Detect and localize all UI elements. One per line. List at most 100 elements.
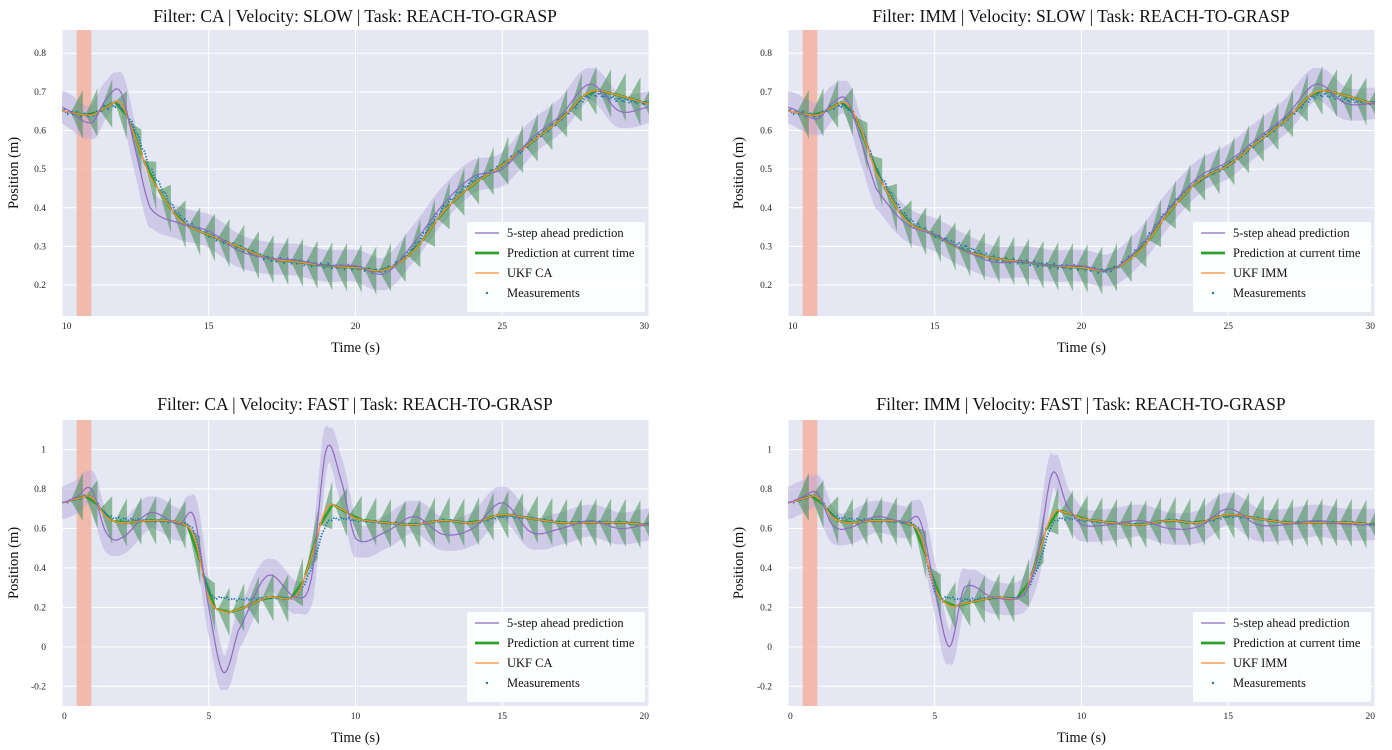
plot-content bbox=[62, 420, 649, 706]
chart-title: Filter: IMM | Velocity: FAST | Task: REA… bbox=[876, 394, 1285, 414]
legend-label: Measurements bbox=[1233, 286, 1306, 300]
current-prediction-cone bbox=[481, 146, 494, 196]
current-prediction-cone bbox=[232, 583, 245, 632]
y-tick-label: 0.3 bbox=[760, 242, 772, 252]
x-tick-label: 20 bbox=[351, 322, 361, 332]
highlight-region bbox=[76, 420, 92, 706]
legend-label: 5-step ahead prediction bbox=[507, 226, 624, 240]
legend-label: 5-step ahead prediction bbox=[1233, 226, 1350, 240]
legend-label: UKF CA bbox=[507, 656, 553, 670]
current-prediction-segment bbox=[186, 525, 202, 563]
current-prediction-cone bbox=[943, 222, 956, 271]
current-prediction-cone bbox=[928, 213, 941, 263]
measurements-series bbox=[62, 91, 649, 275]
x-tick-label: 20 bbox=[640, 712, 650, 722]
current-prediction-cone bbox=[1119, 233, 1132, 283]
x-tick-label: 10 bbox=[62, 322, 72, 332]
y-tick-label: 0.4 bbox=[34, 204, 46, 214]
current-prediction-cone bbox=[914, 207, 927, 256]
x-tick-label: 25 bbox=[1224, 322, 1234, 332]
x-tick-label: 30 bbox=[1366, 322, 1376, 332]
legend: 5-step ahead prediction Prediction at cur… bbox=[467, 222, 645, 312]
y-tick-label: 0.8 bbox=[34, 485, 46, 495]
y-tick-label: 0.8 bbox=[34, 49, 46, 59]
x-tick-label: 10 bbox=[351, 712, 361, 722]
legend-label: UKF IMM bbox=[1233, 266, 1288, 280]
current-prediction-cone bbox=[1266, 101, 1279, 151]
x-tick-label: 15 bbox=[930, 322, 940, 332]
current-prediction-cone bbox=[899, 500, 912, 549]
x-tick-label: 5 bbox=[932, 712, 937, 722]
prediction-5step-series bbox=[62, 83, 649, 275]
current-prediction-cone bbox=[958, 228, 971, 277]
highlight-region bbox=[802, 420, 818, 706]
current-prediction-cone bbox=[496, 136, 509, 185]
current-prediction-cone bbox=[899, 200, 912, 249]
current-prediction-cone bbox=[870, 155, 883, 208]
y-tick-label: 0.4 bbox=[34, 564, 46, 574]
current-prediction-cone bbox=[914, 526, 927, 580]
legend-swatch bbox=[1211, 291, 1215, 295]
y-tick-label: 0 bbox=[767, 643, 772, 653]
y-axis-label: Position (m) bbox=[731, 527, 747, 599]
ukf-series bbox=[788, 495, 1375, 608]
current-prediction-cone bbox=[232, 224, 245, 274]
current-prediction-cone bbox=[972, 232, 985, 281]
x-axis-label: Time (s) bbox=[331, 730, 380, 746]
legend-label: Measurements bbox=[1233, 676, 1306, 690]
legend-box bbox=[467, 222, 645, 312]
current-prediction-cone bbox=[811, 480, 824, 529]
measurements-series bbox=[788, 91, 1375, 275]
y-tick-label: 0.8 bbox=[760, 49, 772, 59]
current-prediction-cone bbox=[855, 117, 868, 172]
y-axis-label: Position (m) bbox=[6, 137, 22, 209]
chart-panel-3: 0 5 10 15 20 -0.2 0 0.2 0.4 0.6 0.8 1 Filter: CA | V… bbox=[6, 394, 650, 746]
chart-panel-1: 10 15 20 25 30 0.2 0.3 0.4 0.5 0.6 0.7 0.8 Filter: C… bbox=[6, 6, 650, 356]
prediction-5step-series bbox=[788, 83, 1375, 272]
x-tick-label: 25 bbox=[498, 322, 508, 332]
highlight-region bbox=[802, 30, 818, 316]
legend-box bbox=[1193, 222, 1371, 312]
current-prediction-cone bbox=[1281, 88, 1294, 138]
y-tick-label: 0.6 bbox=[34, 126, 46, 136]
current-prediction-cone bbox=[335, 488, 347, 537]
current-prediction-cone bbox=[379, 243, 391, 292]
current-prediction-cone bbox=[511, 124, 524, 174]
current-prediction-cone bbox=[261, 235, 274, 284]
current-prediction-cone bbox=[826, 496, 839, 545]
current-prediction-cone bbox=[613, 72, 626, 122]
current-prediction-cone bbox=[173, 500, 186, 550]
legend-swatch bbox=[485, 291, 489, 295]
plot-content bbox=[62, 30, 649, 316]
chart-title: Filter: CA | Velocity: SLOW | Task: REAC… bbox=[153, 6, 557, 26]
current-prediction-cone bbox=[599, 69, 612, 118]
current-prediction-cone bbox=[569, 73, 582, 122]
highlight-region bbox=[76, 30, 92, 316]
legend: 5-step ahead prediction Prediction at cur… bbox=[1193, 222, 1371, 312]
plot-content bbox=[788, 420, 1375, 706]
current-prediction-cone bbox=[144, 160, 157, 211]
x-tick-label: 0 bbox=[62, 712, 67, 722]
current-prediction-cone bbox=[114, 90, 127, 140]
current-prediction-cone bbox=[1310, 66, 1323, 115]
y-tick-label: 0.6 bbox=[760, 524, 772, 534]
current-prediction-segment bbox=[1044, 509, 1060, 531]
current-prediction-cone bbox=[452, 167, 465, 216]
current-prediction-cone bbox=[555, 88, 568, 138]
chart-title: Filter: CA | Velocity: FAST | Task: REAC… bbox=[157, 394, 553, 414]
current-prediction-cone bbox=[217, 587, 230, 637]
legend-label: Measurements bbox=[507, 676, 580, 690]
y-tick-label: 0.7 bbox=[34, 88, 46, 98]
y-tick-label: 0.2 bbox=[760, 603, 772, 613]
current-prediction-cone bbox=[1061, 490, 1073, 539]
current-prediction-cone bbox=[943, 581, 956, 631]
legend-label: 5-step ahead prediction bbox=[507, 616, 624, 630]
y-tick-label: 0.5 bbox=[34, 165, 46, 175]
legend: 5-step ahead prediction Prediction at cur… bbox=[467, 612, 645, 702]
x-tick-label: 5 bbox=[206, 712, 211, 722]
y-tick-label: 0.6 bbox=[34, 524, 46, 534]
current-prediction-cone bbox=[85, 480, 98, 529]
legend-swatch bbox=[1211, 681, 1215, 685]
current-prediction-cone bbox=[1178, 164, 1191, 213]
